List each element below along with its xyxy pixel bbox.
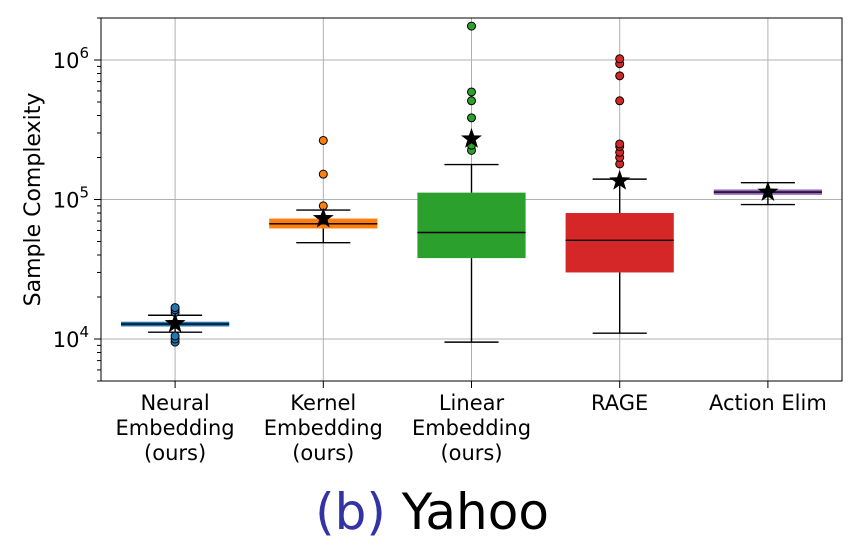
outlier-point bbox=[467, 21, 476, 31]
x-tick-label: RAGE bbox=[591, 391, 648, 415]
x-tick-label: Action Elim bbox=[709, 391, 827, 415]
outlier-point bbox=[467, 113, 476, 123]
figure-caption: (b) Yahoo bbox=[0, 482, 864, 542]
y-tick-label: 104 bbox=[53, 323, 89, 352]
outlier-point bbox=[318, 135, 328, 145]
outlier-point bbox=[615, 54, 625, 64]
mean-marker bbox=[609, 169, 631, 190]
x-tick-label: Embedding bbox=[116, 416, 235, 440]
box bbox=[565, 213, 674, 273]
x-tick-label: Embedding bbox=[264, 416, 383, 440]
box-series bbox=[121, 21, 822, 347]
box-group bbox=[713, 181, 822, 206]
x-tick-label: (ours) bbox=[144, 441, 206, 465]
outlier-point bbox=[615, 71, 625, 81]
mean-marker bbox=[461, 127, 482, 148]
outlier-point bbox=[615, 96, 625, 106]
outlier-point bbox=[467, 87, 476, 97]
y-tick-label: 106 bbox=[53, 44, 89, 73]
mean-marker bbox=[164, 312, 186, 333]
outlier-point bbox=[170, 303, 180, 313]
x-tick-label: Neural bbox=[140, 391, 209, 415]
x-tick-label: (ours) bbox=[292, 441, 354, 465]
outlier-point bbox=[467, 96, 476, 106]
box-group bbox=[121, 303, 230, 347]
outlier-point bbox=[318, 169, 328, 179]
y-tick-label: 105 bbox=[53, 184, 89, 213]
mean-marker bbox=[757, 181, 779, 201]
x-axis-ticks: NeuralEmbedding(ours)KernelEmbedding(our… bbox=[116, 381, 827, 465]
x-tick-label: Embedding bbox=[412, 416, 531, 440]
caption-label: (b) bbox=[315, 483, 386, 541]
x-tick-label: Linear bbox=[439, 391, 505, 415]
box-group bbox=[417, 21, 526, 343]
box-group bbox=[565, 54, 674, 334]
outlier-point bbox=[170, 331, 180, 341]
box-group bbox=[269, 135, 378, 244]
y-axis-ticks: 104 105 106 bbox=[53, 17, 101, 382]
box bbox=[417, 192, 526, 259]
caption-title: Yahoo bbox=[401, 483, 549, 541]
mean-marker bbox=[312, 207, 334, 228]
outlier-point bbox=[615, 139, 625, 149]
x-tick-label: (ours) bbox=[440, 441, 502, 465]
y-axis-label: Sample Complexity bbox=[21, 93, 46, 307]
x-tick-label: Kernel bbox=[290, 391, 356, 415]
